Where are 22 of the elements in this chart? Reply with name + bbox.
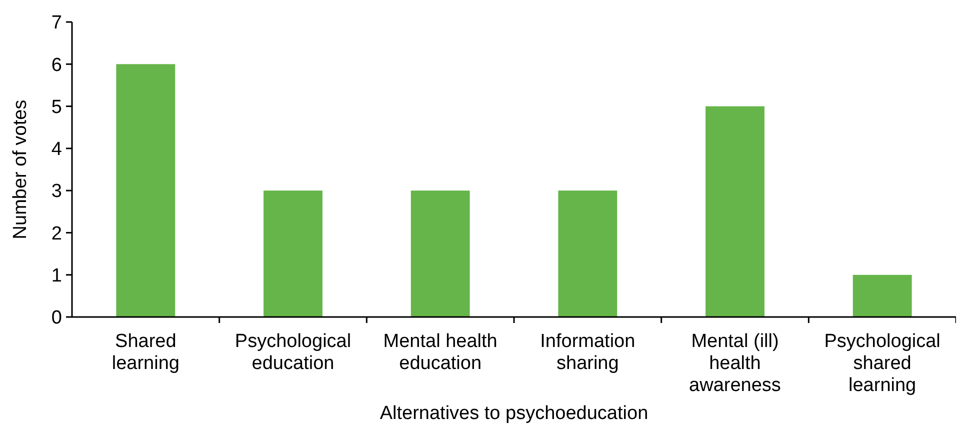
bar bbox=[264, 190, 322, 317]
x-tick-label: Mental health education bbox=[383, 331, 498, 374]
y-tick-label: 7 bbox=[51, 12, 62, 34]
y-tick-label: 0 bbox=[51, 308, 62, 329]
y-tick-label: 4 bbox=[51, 139, 62, 160]
x-tick-label: Psychological education bbox=[234, 331, 352, 374]
x-axis-title: Alternatives to psychoeducation bbox=[380, 403, 648, 424]
bar bbox=[410, 190, 470, 317]
y-tick-label: 2 bbox=[51, 223, 62, 244]
bar bbox=[116, 64, 176, 317]
x-tick-label: Mental (ill) health awareness bbox=[689, 331, 781, 396]
y-tick-label: 5 bbox=[51, 96, 62, 118]
x-tick-label: Shared learning bbox=[112, 331, 180, 374]
x-tick-label: Psychological shared learning bbox=[824, 331, 940, 396]
y-tick-label: 3 bbox=[51, 181, 62, 202]
y-tick-label: 1 bbox=[51, 266, 62, 287]
bar bbox=[558, 190, 618, 317]
y-axis-title: Number of votes bbox=[10, 100, 31, 240]
y-tick-label: 6 bbox=[51, 54, 62, 76]
bar bbox=[852, 274, 912, 317]
bar bbox=[706, 106, 764, 317]
x-tick-label: Information sharing bbox=[540, 331, 636, 374]
